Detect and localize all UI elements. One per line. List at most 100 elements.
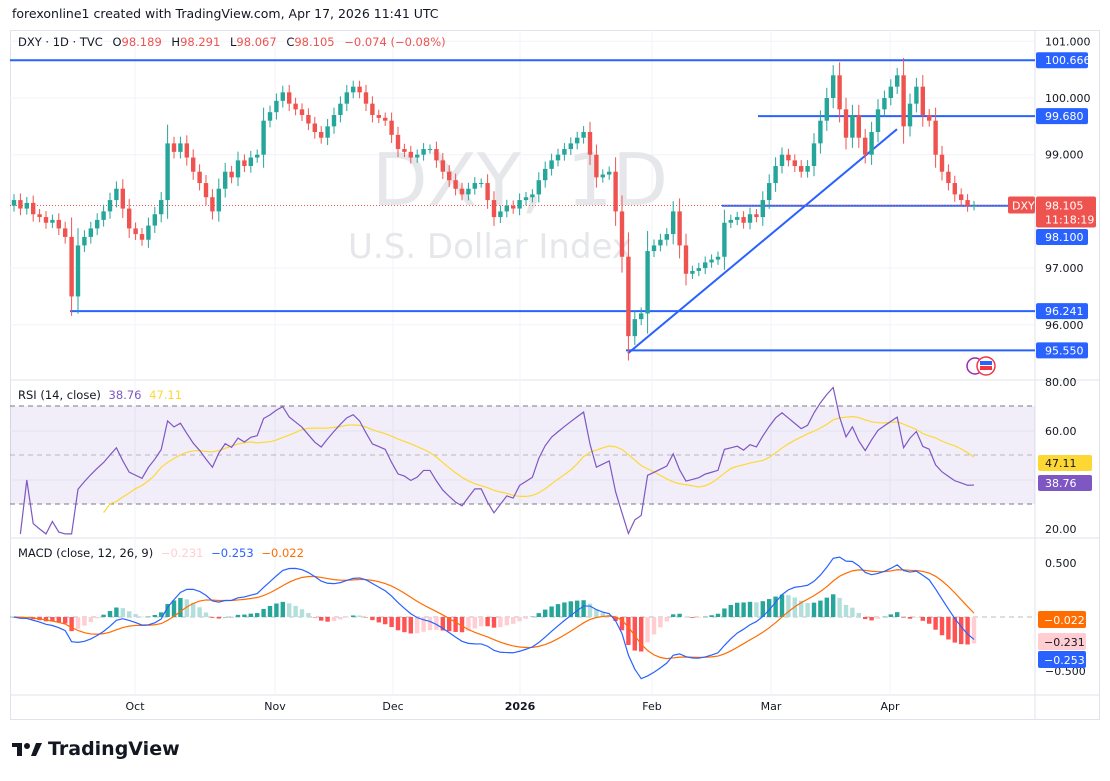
candle-body [869, 132, 874, 155]
candle-body [120, 188, 125, 209]
candle-body [434, 149, 439, 161]
time-tick: Apr [880, 700, 900, 713]
candle-body [632, 319, 637, 337]
candle-body [651, 245, 657, 252]
macd-hist-bar [101, 614, 106, 617]
macd-hist-bar [811, 602, 817, 617]
candle-body [88, 228, 93, 237]
macd-hist-bar [210, 617, 215, 618]
candle-body [696, 268, 701, 271]
candle-body [11, 200, 17, 206]
candle-body [946, 171, 951, 184]
candle-body [555, 154, 561, 161]
macd-hist-bar [203, 612, 209, 617]
tradingview-logo-icon [12, 743, 42, 756]
macd-hist-bar [216, 617, 221, 619]
macd-hist-bar [779, 594, 785, 617]
candle-body [24, 202, 29, 209]
rsi-legend: RSI (14, close) 38.76 47.11 [18, 388, 182, 402]
candle-body [722, 222, 727, 257]
rsi-ma-badge-text: 47.11 [1045, 457, 1077, 470]
candle-body [107, 200, 113, 212]
time-tick: 2026 [505, 700, 536, 713]
candle-body [517, 200, 522, 209]
tradingview-logo[interactable]: TradingView [12, 738, 180, 760]
macd-hist-bar [402, 617, 407, 633]
candle-body [671, 211, 676, 235]
candle-body [792, 160, 797, 167]
macd-hist-bar [581, 600, 586, 617]
macd-hist-bar [907, 617, 913, 619]
level-badge [1036, 229, 1088, 245]
price-badges: 100.666 99.680 98.100 96.241 95.550 DXY 98.105… [1008, 52, 1096, 359]
signal-badge [1038, 611, 1086, 628]
candle-body [18, 200, 23, 209]
candle-body [645, 251, 650, 314]
macd-hist-bar [248, 613, 253, 617]
candle-body [127, 208, 132, 229]
candle-body [799, 166, 804, 172]
candle-body [261, 120, 266, 155]
candle-body [805, 166, 810, 172]
candle-body [504, 205, 509, 212]
candle-body [523, 197, 529, 201]
candle-body [280, 92, 285, 101]
countdown-text: 11:18:19 [1045, 213, 1094, 226]
macd-hist-bar [856, 612, 861, 617]
candle-body [82, 236, 87, 246]
candle-body [837, 75, 842, 110]
macd-hist-bar [927, 617, 932, 624]
chart-frame [10, 30, 1100, 720]
macd-hist-bar [389, 617, 394, 628]
candle-body [351, 86, 356, 93]
macd-hist-bar [479, 617, 484, 627]
macd-legend: MACD (close, 12, 26, 9) −0.231 −0.253 −0… [18, 546, 304, 560]
macd-hist-bar [427, 617, 433, 631]
candle-body [511, 205, 516, 209]
macd-hist-bar [178, 598, 183, 617]
macd-hist-bar [901, 617, 906, 618]
candle-body [971, 205, 977, 207]
macd-hist-bar [197, 607, 202, 617]
watermark-subtitle: U.S. Dollar Index [348, 227, 632, 267]
candle-body [824, 98, 829, 121]
candle-body [31, 202, 36, 215]
horizontal-levels[interactable] [10, 59, 1035, 352]
macd-hist-bar [511, 617, 516, 624]
price-scale[interactable]: 101.000 100.000 99.000 97.000 96.000 [1045, 35, 1091, 332]
macd-hist-bar [773, 596, 778, 617]
rsi-badge-text: 38.76 [1045, 477, 1077, 490]
flag-icons[interactable] [966, 356, 996, 376]
macd-hist-bar [120, 608, 125, 617]
candle-body [914, 86, 919, 104]
level-badge-text: 96.241 [1045, 305, 1084, 318]
candle-body [338, 103, 343, 116]
candle-body [69, 236, 74, 297]
macd-hist-bar [568, 601, 573, 617]
symbol-badge [1008, 196, 1035, 214]
macd-hist-bar [191, 602, 196, 617]
macd-hist-bar [735, 602, 740, 617]
candle-body [703, 262, 708, 269]
level-badge-text: 98.100 [1045, 231, 1084, 244]
candle-body [114, 188, 119, 201]
trendline[interactable] [627, 128, 898, 355]
rsi-badge [1038, 475, 1092, 491]
macd-hist-bar [888, 614, 893, 617]
macd-line [13, 556, 975, 680]
macd-hist-bar [933, 617, 938, 630]
macd-hist-bar [754, 602, 759, 617]
price-tick: 100.000 [1045, 92, 1091, 105]
candle-body [607, 171, 612, 175]
time-axis[interactable]: Oct Nov Dec 2026 Feb Mar Apr [125, 700, 900, 713]
candle-body [293, 103, 298, 110]
candle-body [939, 154, 945, 172]
macd-hist-bar [786, 595, 791, 617]
macd-hist-bar [530, 616, 535, 618]
candle-body [319, 132, 324, 138]
macd-hist-bar [760, 601, 765, 617]
macd-hist-bar [63, 617, 68, 624]
macd-hist-bar [965, 617, 970, 645]
signal-value: −0.022 [261, 546, 304, 560]
